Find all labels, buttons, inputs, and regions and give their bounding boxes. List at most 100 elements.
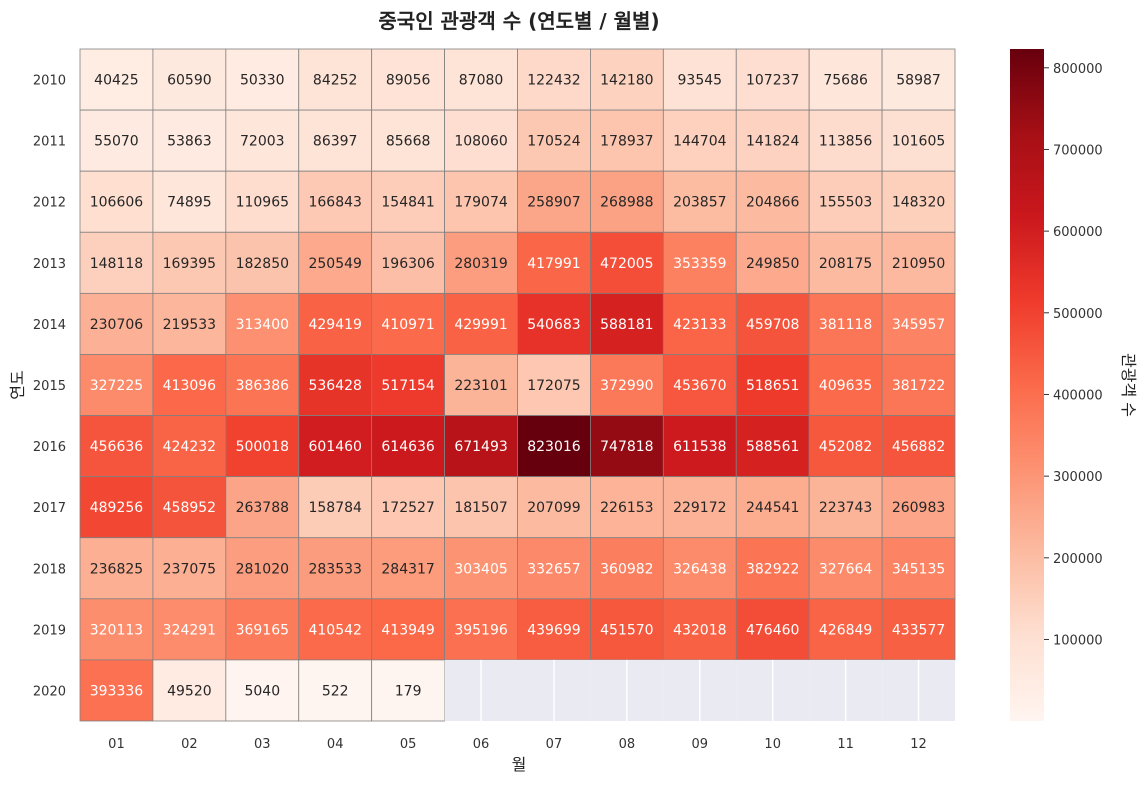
heatmap-cell [371,48,445,111]
heatmap-cell [298,537,373,600]
cell-value-label: 244541 [746,500,799,516]
heatmap-cell [152,476,227,539]
x-tick-label: 03 [254,737,271,752]
heatmap-cell [371,415,445,478]
chart-title: 중국인 관광객 수 (연도별 / 월별) [378,9,659,33]
cell-value-label: 451570 [600,622,653,638]
colorbar-tick-label: 400000 [1053,388,1103,403]
cell-value-label: 588561 [746,439,799,455]
heatmap-cell [517,537,591,600]
cell-value-label: 410542 [308,622,361,638]
cell-value-label: 423133 [673,317,726,333]
y-tick-label: 2016 [33,440,66,455]
x-tick-label: 12 [910,737,927,752]
heatmap-cell [735,476,810,539]
cell-value-label: 106606 [90,195,144,211]
heatmap-cell [444,292,518,355]
heatmap-cell [444,354,518,416]
colorbar-tick-label: 300000 [1053,470,1103,485]
heatmap-cell [298,415,373,478]
cell-value-label: 303405 [454,561,507,577]
cell-value-label: 55070 [94,134,139,150]
cell-value-label: 155503 [819,195,872,211]
x-tick-label: 08 [619,737,636,752]
heatmap-cell [444,109,518,172]
cell-value-label: 181507 [454,500,507,516]
cell-value-label: 207099 [527,500,580,516]
heatmap-cells: 40425 60590 50330 84252 89056 87080 122432 1421… [79,48,956,722]
heatmap-cell [517,292,591,355]
y-tick-labels: 2010 2011 2012 2013 2014 2015 2016 2017 2018 2019… [33,74,66,700]
heatmap-cell [881,537,956,600]
cell-value-label: 453670 [673,378,726,394]
heatmap-cell [881,476,956,539]
cell-value-label: 58987 [896,73,941,89]
heatmap-cell [881,109,956,172]
cell-value-label: 426849 [819,622,872,638]
x-tick-label: 04 [327,737,344,752]
heatmap-cell [444,415,518,478]
cell-value-label: 395196 [454,622,508,638]
heatmap-cell [444,231,518,294]
cell-value-label: 747818 [600,439,653,455]
heatmap-cell [881,48,956,111]
cell-value-label: 489256 [90,500,144,516]
heatmap-cell [79,415,154,478]
y-tick-label: 2012 [33,196,66,211]
cell-value-label: 113856 [819,134,873,150]
cell-value-label: 452082 [819,439,872,455]
heatmap-cell [808,415,883,478]
cell-value-label: 424232 [163,439,216,455]
colorbar-tick-label: 600000 [1053,225,1103,240]
cell-value-label: 5040 [244,683,280,699]
heatmap-cell [662,354,737,416]
heatmap-cell [225,48,300,111]
heatmap-cell [79,659,154,722]
cell-value-label: 172527 [381,500,434,516]
heatmap-cell [881,598,956,661]
colorbar-tick-label: 800000 [1053,62,1103,77]
cell-value-label: 108060 [454,134,507,150]
cell-value-label: 386386 [236,378,290,394]
cell-value-label: 122432 [527,73,580,89]
heatmap-cell [371,109,445,172]
cell-value-label: 823016 [527,439,581,455]
cell-value-label: 179 [395,683,422,699]
heatmap-cell [590,537,664,600]
heatmap-cell [662,231,737,294]
x-tick-label: 11 [837,737,854,752]
heatmap-cell [371,476,445,539]
cell-value-label: 345957 [892,317,945,333]
cell-value-label: 53863 [167,134,212,150]
cell-value-label: 433577 [892,622,945,638]
cell-value-label: 258907 [527,195,580,211]
x-axis-label: 월 [512,755,527,774]
cell-value-label: 89056 [386,73,431,89]
cell-value-label: 170524 [527,134,581,150]
cell-value-label: 230706 [90,317,144,333]
cell-value-label: 372990 [600,378,653,394]
heatmap-cell [735,354,810,416]
heatmap-cell [225,231,300,294]
cell-value-label: 101605 [892,134,945,150]
cell-value-label: 72003 [240,134,285,150]
colorbar-tick-label: 100000 [1053,633,1103,648]
heatmap-cell [662,598,737,661]
y-axis-label: 연도 [8,370,27,399]
heatmap-cell [225,537,300,600]
heatmap-cell [152,292,227,355]
heatmap-cell [79,48,154,111]
cell-value-label: 178937 [600,134,653,150]
x-tick-labels: 01 02 03 04 05 06 07 08 09 10 11 12 [108,737,927,752]
y-tick-label: 2015 [33,379,66,394]
heatmap-cell [79,170,154,233]
heatmap-cell [298,598,373,661]
heatmap-cell [735,48,810,111]
cell-value-label: 393336 [90,683,144,699]
heatmap-cell [371,292,445,355]
heatmap-cell [152,659,227,722]
heatmap-cell [808,170,883,233]
cell-value-label: 280319 [454,256,507,272]
cell-value-label: 250549 [308,256,361,272]
cell-value-label: 518651 [746,378,799,394]
